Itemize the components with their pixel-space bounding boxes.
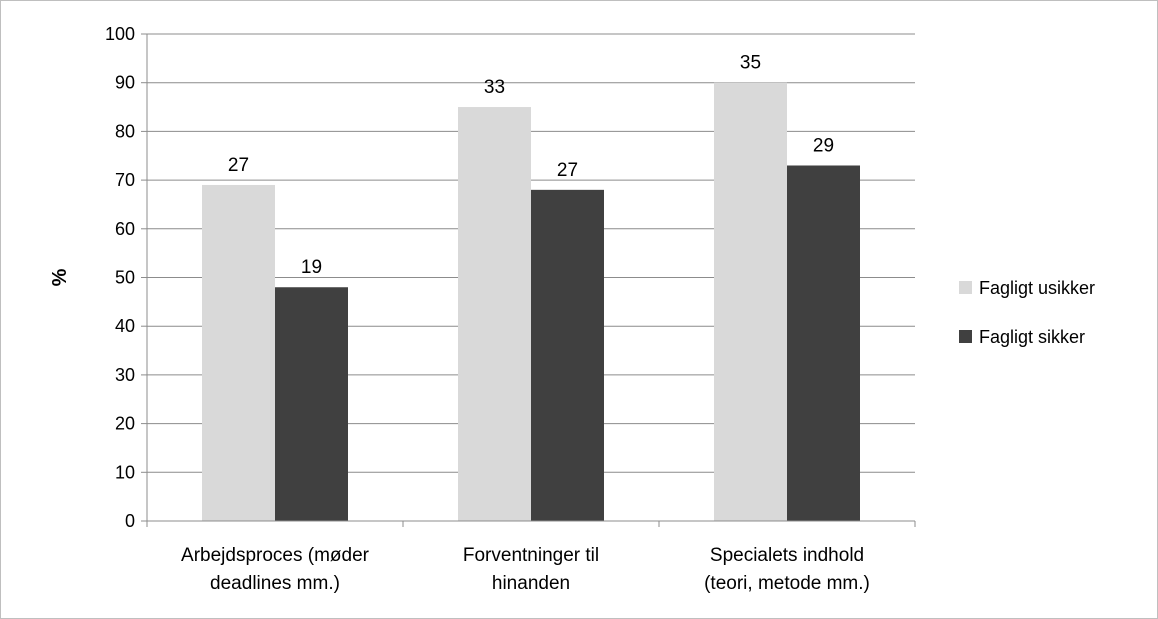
data-label-sikker-1: 27	[557, 160, 578, 181]
y-tick-label-80: 80	[115, 121, 135, 141]
data-label-usikker-2: 35	[740, 53, 761, 74]
labels: 27 33 35 19 27 29 Arbejdsproces (møder deadline…	[49, 53, 870, 594]
bar-sikker-0	[275, 287, 348, 521]
category-label-2: Specialets indhold (teori, metode mm.)	[704, 545, 870, 594]
legend-swatch-0	[959, 281, 972, 294]
category-label-line: (teori, metode mm.)	[704, 573, 870, 594]
data-label-sikker-0: 19	[301, 257, 322, 278]
y-tick-label-30: 30	[115, 365, 135, 385]
legend-label-0: Fagligt usikker	[979, 278, 1095, 298]
y-axis-label: %	[49, 268, 71, 286]
legend-swatch-1	[959, 330, 972, 343]
data-label-sikker-2: 29	[813, 135, 834, 156]
category-label-line: Forventninger til	[463, 545, 599, 566]
y-tick-label-20: 20	[115, 414, 135, 434]
category-label-1: Forventninger til hinanden	[463, 545, 599, 594]
category-label-line: hinanden	[492, 573, 570, 594]
category-label-line: Arbejdsproces (møder	[181, 545, 370, 566]
data-label-usikker-0: 27	[228, 155, 249, 176]
y-tick-label-40: 40	[115, 316, 135, 336]
y-tick-label-100: 100	[105, 24, 135, 44]
bar-sikker-1	[531, 189, 604, 521]
category-label-line: Specialets indhold	[710, 545, 864, 566]
axes: 0 10 20 30 40 50 60 70 80 90 100	[105, 24, 916, 531]
y-tick-label-70: 70	[115, 170, 135, 190]
y-tick-label-0: 0	[125, 511, 135, 531]
legend-label-1: Fagligt sikker	[979, 327, 1085, 347]
bar-usikker-1	[458, 107, 531, 522]
bar-usikker-0	[202, 184, 275, 521]
category-label-line: deadlines mm.)	[210, 573, 340, 594]
data-label-usikker-1: 33	[484, 77, 505, 98]
legend: Fagligt usikker Fagligt sikker	[959, 278, 1095, 347]
y-tick-label-50: 50	[115, 268, 135, 288]
bars	[202, 82, 860, 522]
y-tick-label-90: 90	[115, 73, 135, 93]
y-tick-label-10: 10	[115, 462, 135, 482]
y-tick-label-60: 60	[115, 219, 135, 239]
bar-usikker-2	[714, 82, 787, 521]
category-label-0: Arbejdsproces (møder deadlines mm.)	[181, 545, 370, 594]
bar-sikker-2	[787, 165, 860, 522]
